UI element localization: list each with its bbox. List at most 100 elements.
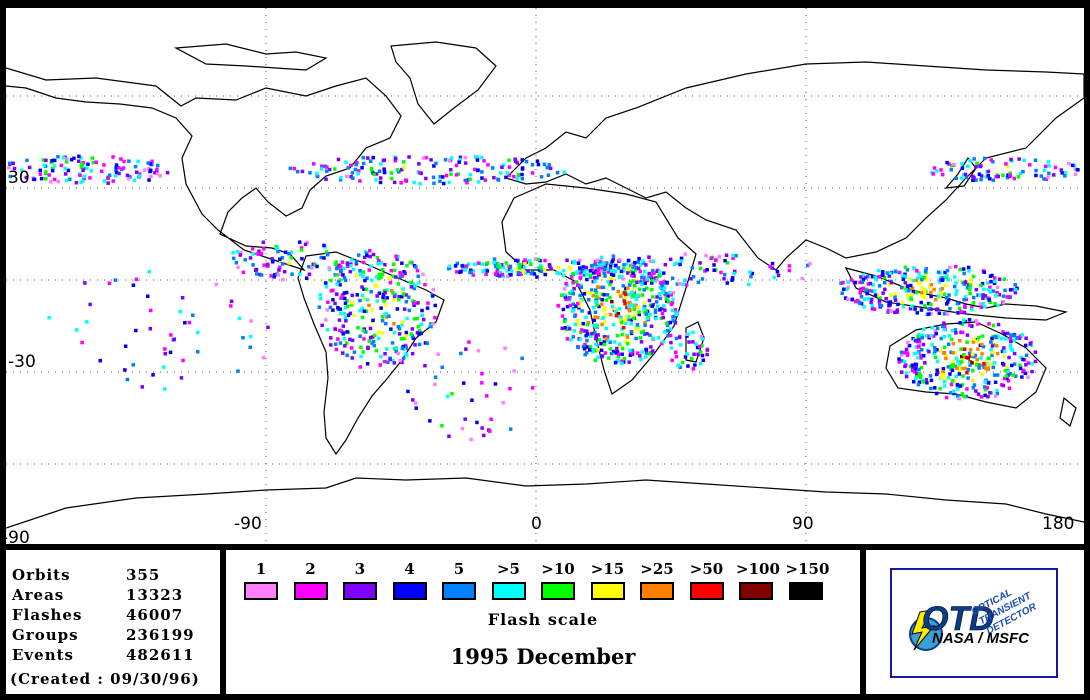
flash-dot — [131, 363, 135, 367]
flash-dot — [954, 356, 959, 360]
flash-dot — [631, 279, 635, 283]
flash-dot — [495, 269, 499, 274]
flash-dot — [919, 353, 923, 358]
flash-dot — [381, 295, 385, 300]
flash-dot — [990, 273, 994, 278]
flash-dot — [889, 293, 893, 298]
flash-dot — [471, 273, 475, 277]
flash-dot — [905, 284, 910, 288]
flash-dot — [724, 253, 729, 257]
flash-dot — [622, 269, 626, 273]
statistics-panel: Orbits 355 Areas 13323 Flashes 46007 Gro… — [6, 550, 220, 694]
flash-dot — [573, 314, 577, 319]
flash-dot — [700, 277, 705, 281]
flash-dot — [884, 297, 888, 301]
flash-dot — [385, 347, 389, 351]
flash-dot — [1059, 168, 1063, 172]
flash-dot — [858, 291, 862, 295]
flash-dot — [935, 169, 939, 173]
flash-dot — [329, 336, 333, 340]
flash-dot — [593, 315, 598, 319]
flash-dot — [608, 295, 612, 300]
flash-dot — [275, 246, 279, 251]
flash-dot — [845, 287, 849, 291]
flash-dot — [433, 315, 437, 320]
flash-dot — [465, 181, 469, 185]
flash-dot — [402, 307, 407, 311]
flash-dot — [602, 262, 606, 266]
flash-dot — [643, 278, 647, 282]
flash-dot — [657, 274, 661, 278]
flash-dot — [493, 264, 498, 269]
flash-dot — [691, 330, 695, 335]
flash-dot — [463, 268, 467, 272]
flash-dot — [918, 373, 923, 378]
flash-dot — [400, 320, 404, 324]
flash-dot — [656, 304, 660, 308]
flash-dot — [535, 275, 539, 279]
flash-dot — [378, 180, 383, 185]
flash-dot — [407, 295, 411, 299]
flash-dot — [922, 354, 926, 358]
flash-dot — [572, 329, 576, 333]
flash-dot — [922, 327, 926, 332]
flash-dot — [1003, 369, 1008, 373]
flash-dot — [859, 301, 864, 306]
flash-dot — [375, 294, 379, 298]
flash-dot — [889, 309, 893, 313]
flash-dot — [363, 278, 367, 283]
flash-dot — [987, 356, 991, 361]
flash-dot — [346, 166, 350, 170]
flash-dot — [492, 257, 497, 261]
flash-dot — [1009, 339, 1013, 344]
flash-dot — [951, 379, 955, 383]
flash-dot — [420, 308, 424, 313]
flash-dot — [516, 271, 521, 275]
flash-dot — [56, 154, 60, 159]
flash-dot — [840, 291, 844, 295]
flash-dot — [549, 267, 553, 271]
flash-dot — [576, 283, 580, 287]
flash-dot — [946, 278, 950, 282]
flash-dot — [345, 174, 349, 179]
flash-dot — [636, 351, 640, 355]
flash-dot — [958, 368, 962, 372]
flash-dot — [379, 275, 383, 280]
flash-dot — [151, 373, 155, 377]
flash-dot — [1030, 362, 1034, 366]
flash-dot — [996, 174, 1000, 179]
flash-dot — [458, 155, 463, 159]
flash-dot — [163, 387, 167, 391]
flash-dot — [238, 253, 243, 257]
flash-dot — [365, 298, 370, 302]
flash-dot — [963, 366, 968, 371]
flash-dot — [299, 246, 304, 250]
flash-dot — [292, 166, 297, 171]
flash-dot — [122, 159, 126, 164]
flash-dot — [666, 328, 670, 333]
flash-dot — [416, 274, 420, 278]
flash-dot — [312, 162, 316, 166]
flash-dot — [605, 267, 610, 272]
flash-dot — [492, 260, 496, 265]
flash-dot — [419, 331, 423, 336]
flash-dot — [385, 296, 389, 300]
flash-dot — [338, 178, 343, 182]
flash-dot — [601, 285, 606, 290]
flash-dot — [518, 262, 522, 267]
flash-dot — [513, 157, 517, 161]
flash-dot — [91, 160, 96, 165]
flash-dot — [413, 317, 417, 321]
flash-dot — [392, 322, 396, 326]
flash-dot — [650, 278, 655, 283]
flash-dot — [1012, 176, 1017, 181]
flash-dot — [567, 265, 571, 269]
flash-dot — [602, 306, 607, 310]
flash-dot — [929, 290, 933, 295]
flash-dot — [927, 301, 931, 306]
flash-dot — [377, 291, 382, 295]
flash-dot — [121, 166, 126, 170]
flash-dot — [1046, 160, 1051, 164]
flash-dot — [593, 260, 598, 264]
flash-dot — [627, 304, 631, 309]
